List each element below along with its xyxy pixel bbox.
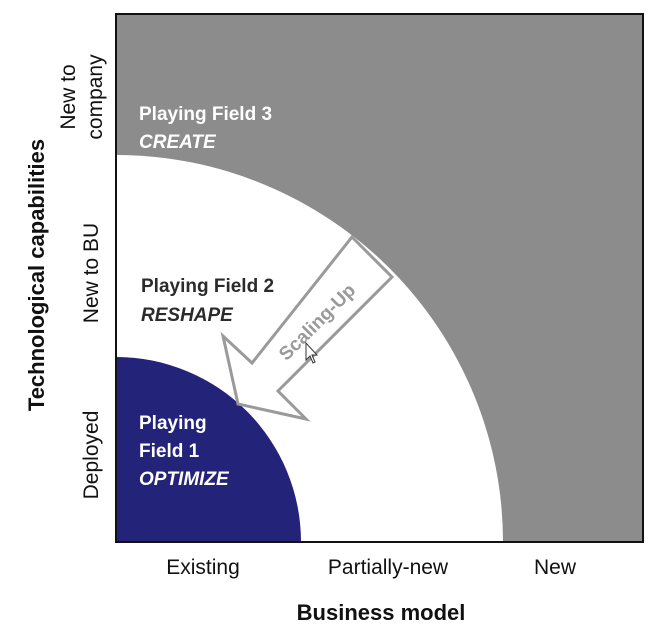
plot-frame (115, 13, 644, 543)
pf2-action: RESHAPE (141, 305, 234, 326)
pf1-name-line2: Field 1 (139, 441, 200, 462)
pf2-name: Playing Field 2 (141, 276, 274, 297)
inner-region (116, 357, 301, 542)
pf1-action: OPTIMIZE (139, 469, 230, 490)
y-tick-new-to-bu: New to BU (80, 223, 103, 323)
x-tick-partially-new: Partially-new (328, 556, 449, 579)
pf3-name: Playing Field 3 (139, 104, 272, 125)
x-tick-new: New (534, 556, 577, 579)
y-axis-title: Technological capabilities (24, 139, 49, 411)
x-axis-title: Business model (297, 600, 466, 625)
pf3-action: CREATE (139, 132, 217, 153)
y-tick-deployed: Deployed (80, 411, 103, 500)
mouse-pointer-icon (305, 341, 319, 364)
x-tick-existing: Existing (166, 556, 240, 579)
pf1-name-line1: Playing (139, 413, 207, 434)
y-tick-new-to-company-line1: New to (57, 64, 80, 129)
scaling-up-arrow (220, 234, 395, 422)
y-tick-new-to-company-line2: company (84, 54, 107, 140)
